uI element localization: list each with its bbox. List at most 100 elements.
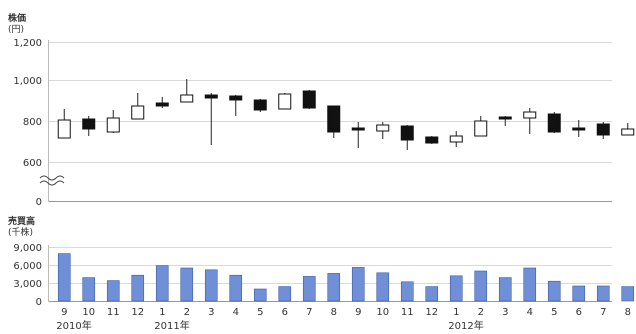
month-label: 4	[527, 307, 533, 318]
volume-bar	[572, 285, 586, 302]
month-label: 9	[61, 307, 67, 318]
volume-bar	[82, 277, 96, 302]
month-label: 3	[208, 307, 214, 318]
candle-body-down	[82, 118, 96, 130]
month-label: 6	[282, 307, 288, 318]
volume-bar	[400, 281, 414, 302]
month-label: 6	[576, 307, 582, 318]
volume-bar	[449, 275, 463, 302]
volume-bar	[596, 285, 610, 302]
candle	[82, 116, 96, 136]
candle-body-down	[351, 127, 365, 131]
candle	[327, 105, 341, 138]
month-label: 3	[502, 307, 508, 318]
candle-body-down	[204, 94, 218, 99]
price-title: 株価	[8, 12, 26, 24]
candle-body-down	[425, 136, 439, 144]
candle-body-up	[106, 117, 120, 133]
candle-body-down	[572, 127, 586, 131]
candle	[474, 116, 488, 137]
candle	[131, 93, 145, 120]
candle-body-up	[474, 120, 488, 137]
month-label: 4	[233, 307, 239, 318]
month-label: 12	[131, 307, 144, 318]
volume-tick-label: 3,000	[13, 279, 42, 290]
volume-bar	[474, 270, 488, 302]
candle-body-down	[498, 116, 512, 120]
axis-break-icon	[39, 175, 65, 186]
candle-body-up	[523, 111, 537, 119]
candle-body-down	[302, 90, 316, 109]
candle-body-up	[621, 128, 635, 136]
candle	[180, 79, 194, 103]
volume-bar	[523, 267, 537, 302]
candle-body-up	[278, 93, 292, 110]
candle	[204, 93, 218, 145]
month-label: 2	[478, 307, 484, 318]
volume-bar	[547, 280, 561, 302]
month-label: 7	[306, 307, 312, 318]
month-label: 9	[355, 307, 361, 318]
candle-body-down	[547, 113, 561, 133]
candlestick-series	[57, 79, 635, 150]
candle	[302, 90, 316, 109]
candle-body-down	[400, 125, 414, 141]
price-tick-label: 1,200	[13, 38, 42, 49]
volume-bar	[253, 288, 267, 302]
month-label: 12	[425, 307, 438, 318]
volume-tick-label: 9,000	[13, 243, 42, 254]
year-label: 2012年	[448, 319, 483, 332]
candle-body-down	[253, 99, 267, 111]
month-label: 7	[600, 307, 606, 318]
month-label: 5	[551, 307, 557, 318]
volume-bar	[106, 280, 120, 302]
volume-bar	[425, 286, 439, 302]
month-label: 2	[184, 307, 190, 318]
candle	[498, 116, 512, 126]
candle	[523, 108, 537, 134]
month-label: 1	[453, 307, 459, 318]
volume-bar	[204, 269, 218, 302]
volume-bar	[621, 286, 635, 302]
candle	[596, 122, 610, 139]
candle	[621, 123, 635, 136]
month-label: 8	[625, 307, 631, 318]
year-label: 2010年	[56, 319, 91, 332]
volume-bar	[57, 253, 71, 302]
volume-bar	[498, 277, 512, 302]
candle	[351, 122, 365, 148]
volume-bar	[131, 274, 145, 302]
year-label: 2011年	[154, 319, 189, 332]
volume-bar	[278, 286, 292, 302]
candle-body-up	[131, 105, 145, 120]
volume-title: 売買高	[8, 215, 35, 227]
volume-bar	[155, 265, 169, 302]
volume-bar	[351, 267, 365, 302]
volume-bar	[229, 274, 243, 302]
candle	[425, 136, 439, 144]
candle-body-up	[57, 119, 71, 139]
month-label: 8	[331, 307, 337, 318]
candle	[449, 131, 463, 147]
volume-bar	[327, 273, 341, 302]
month-label: 10	[82, 307, 95, 318]
price-unit: (円)	[8, 24, 24, 35]
candle	[57, 109, 71, 139]
candle	[400, 125, 414, 150]
volume-bar	[376, 272, 390, 302]
price-tick-label: 600	[23, 158, 42, 169]
month-label: 10	[376, 307, 389, 318]
volume-unit: (千株)	[8, 226, 33, 238]
month-label: 1	[159, 307, 165, 318]
candle	[376, 122, 390, 139]
candle	[572, 120, 586, 137]
candle-body-down	[596, 123, 610, 136]
candle	[155, 97, 169, 108]
month-label: 11	[401, 307, 414, 318]
price-tick-label: 1,000	[13, 76, 42, 87]
candle	[253, 99, 267, 112]
volume-series	[57, 253, 635, 302]
volume-bar	[180, 267, 194, 302]
